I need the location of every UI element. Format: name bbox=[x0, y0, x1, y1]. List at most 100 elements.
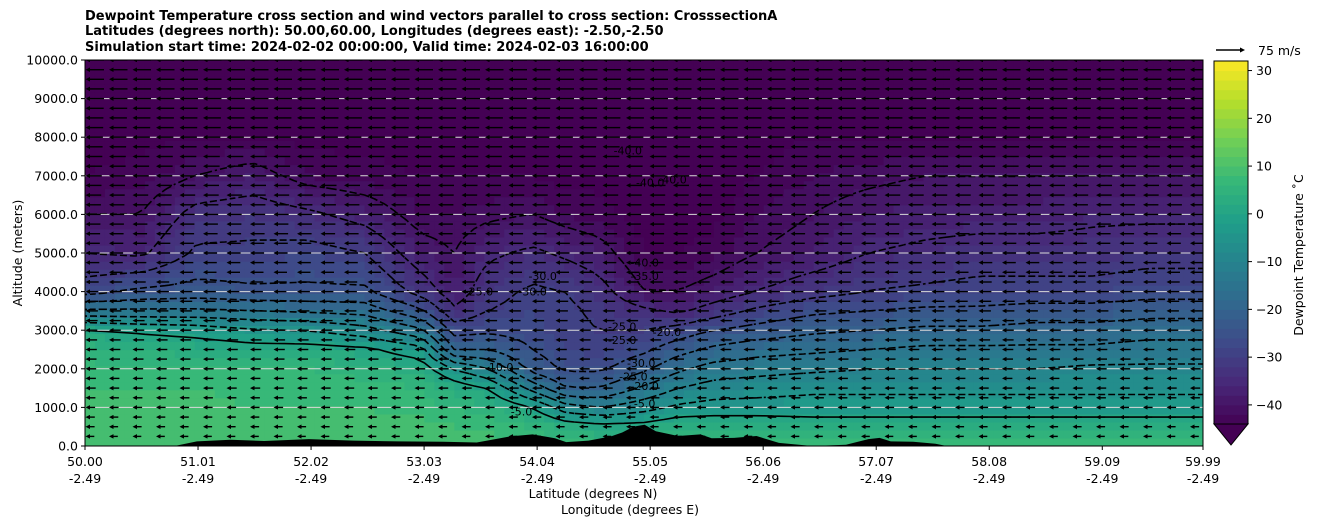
field-cell bbox=[134, 405, 146, 415]
field-cell bbox=[234, 317, 246, 326]
field-cell bbox=[104, 164, 116, 174]
field-cell bbox=[354, 421, 366, 431]
field-cell bbox=[594, 317, 605, 326]
field-cell bbox=[85, 212, 96, 222]
field-cell bbox=[474, 341, 485, 351]
field-cell bbox=[773, 349, 785, 359]
field-cell bbox=[464, 244, 475, 254]
field-cell bbox=[234, 293, 246, 302]
field-cell bbox=[214, 148, 226, 158]
field-cell bbox=[703, 100, 715, 109]
field-cell bbox=[264, 164, 276, 174]
field-cell bbox=[653, 365, 665, 375]
field-cell bbox=[1103, 421, 1114, 431]
field-cell bbox=[534, 309, 545, 318]
field-cell bbox=[594, 373, 605, 383]
field-cell bbox=[663, 140, 675, 150]
field-cell bbox=[564, 116, 575, 125]
field-cell bbox=[1043, 301, 1054, 310]
field-cell bbox=[793, 253, 805, 262]
field-cell bbox=[454, 228, 465, 238]
field-cell bbox=[314, 228, 326, 238]
field-cell bbox=[194, 285, 206, 294]
field-cell bbox=[703, 365, 715, 375]
field-cell bbox=[524, 381, 535, 391]
field-cell bbox=[594, 253, 605, 262]
field-cell bbox=[314, 116, 326, 125]
field-cell bbox=[693, 413, 705, 423]
field-cell bbox=[364, 381, 376, 391]
field-cell bbox=[993, 269, 1004, 278]
field-cell bbox=[314, 92, 326, 101]
field-cell bbox=[753, 172, 765, 182]
field-cell bbox=[114, 373, 126, 383]
field-cell bbox=[863, 100, 875, 109]
field-cell bbox=[204, 236, 216, 246]
field-cell bbox=[414, 172, 425, 182]
field-cell bbox=[1043, 309, 1054, 318]
field-cell bbox=[763, 349, 775, 359]
field-cell bbox=[284, 212, 296, 222]
field-cell bbox=[943, 269, 955, 278]
field-cell bbox=[284, 188, 296, 198]
field-cell bbox=[923, 116, 935, 125]
field-cell bbox=[683, 148, 695, 158]
field-cell bbox=[374, 317, 386, 326]
field-cell bbox=[114, 148, 126, 158]
field-cell bbox=[644, 60, 655, 69]
field-cell bbox=[214, 365, 226, 375]
field-cell bbox=[893, 373, 905, 383]
field-cell bbox=[653, 413, 665, 423]
field-cell bbox=[833, 317, 845, 326]
field-cell bbox=[793, 116, 805, 125]
field-cell bbox=[194, 317, 206, 326]
field-cell bbox=[364, 212, 376, 222]
field-cell bbox=[294, 253, 306, 262]
field-cell bbox=[614, 421, 625, 431]
field-cell bbox=[554, 148, 565, 158]
field-cell bbox=[544, 381, 555, 391]
field-cell bbox=[1103, 108, 1114, 117]
field-cell bbox=[314, 405, 326, 415]
field-cell bbox=[873, 172, 885, 182]
field-cell bbox=[783, 116, 795, 125]
field-cell bbox=[254, 293, 266, 302]
field-cell bbox=[224, 204, 236, 214]
field-cell bbox=[574, 172, 585, 182]
field-cell bbox=[304, 357, 316, 367]
field-cell bbox=[464, 405, 475, 415]
field-cell bbox=[793, 365, 805, 375]
field-cell bbox=[624, 236, 635, 246]
field-cell bbox=[1003, 405, 1014, 415]
field-cell bbox=[134, 156, 146, 166]
field-cell bbox=[324, 421, 336, 431]
field-cell bbox=[653, 261, 665, 270]
field-cell bbox=[254, 389, 266, 399]
field-cell bbox=[244, 84, 256, 93]
field-cell bbox=[304, 421, 316, 431]
field-cell bbox=[713, 413, 725, 423]
field-cell bbox=[124, 76, 136, 85]
field-cell bbox=[1053, 220, 1064, 230]
field-cell bbox=[813, 381, 825, 391]
field-cell bbox=[923, 188, 935, 198]
field-cell bbox=[404, 172, 416, 182]
field-cell bbox=[1003, 124, 1014, 133]
field-cell bbox=[803, 261, 815, 270]
field-cell bbox=[434, 397, 445, 407]
field-cell bbox=[903, 333, 915, 343]
field-cell bbox=[863, 413, 875, 423]
field-cell bbox=[444, 172, 455, 182]
field-cell bbox=[663, 84, 675, 93]
field-cell bbox=[763, 341, 775, 351]
field-cell bbox=[524, 108, 535, 117]
field-cell bbox=[604, 92, 615, 101]
field-cell bbox=[294, 293, 306, 302]
field-cell bbox=[753, 244, 765, 254]
field-cell bbox=[853, 108, 865, 117]
field-cell bbox=[474, 317, 485, 326]
field-cell bbox=[544, 397, 555, 407]
field-cell bbox=[853, 220, 865, 230]
field-cell bbox=[124, 188, 136, 198]
field-cell bbox=[1043, 108, 1054, 117]
